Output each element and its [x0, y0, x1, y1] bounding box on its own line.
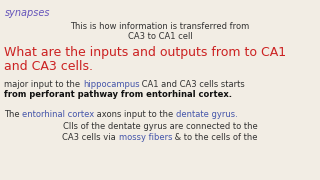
Text: This is how information is transferred from: This is how information is transferred f… [70, 22, 250, 31]
Text: major input to the: major input to the [4, 80, 83, 89]
Text: synapses: synapses [5, 8, 51, 18]
Text: CA3 to CA1 cell: CA3 to CA1 cell [128, 32, 192, 41]
Text: & to the cells of the: & to the cells of the [172, 133, 258, 142]
Text: What are the inputs and outputs from to CA1: What are the inputs and outputs from to … [4, 46, 286, 59]
Text: hippocampus: hippocampus [83, 80, 140, 89]
Text: and CA3 cells.: and CA3 cells. [4, 60, 93, 73]
Text: axons input to the: axons input to the [94, 110, 176, 119]
Text: Clls of the dentate gyrus are connected to the: Clls of the dentate gyrus are connected … [63, 122, 257, 131]
Text: mossy fibers: mossy fibers [119, 133, 172, 142]
Text: CA1 and CA3 cells starts: CA1 and CA3 cells starts [140, 80, 245, 89]
Text: entorhinal cortex: entorhinal cortex [22, 110, 94, 119]
Text: dentate gyrus.: dentate gyrus. [176, 110, 238, 119]
Text: CA3 cells via: CA3 cells via [62, 133, 119, 142]
Text: from perforant pathway from entorhinal cortex.: from perforant pathway from entorhinal c… [4, 90, 232, 99]
Text: The: The [4, 110, 22, 119]
